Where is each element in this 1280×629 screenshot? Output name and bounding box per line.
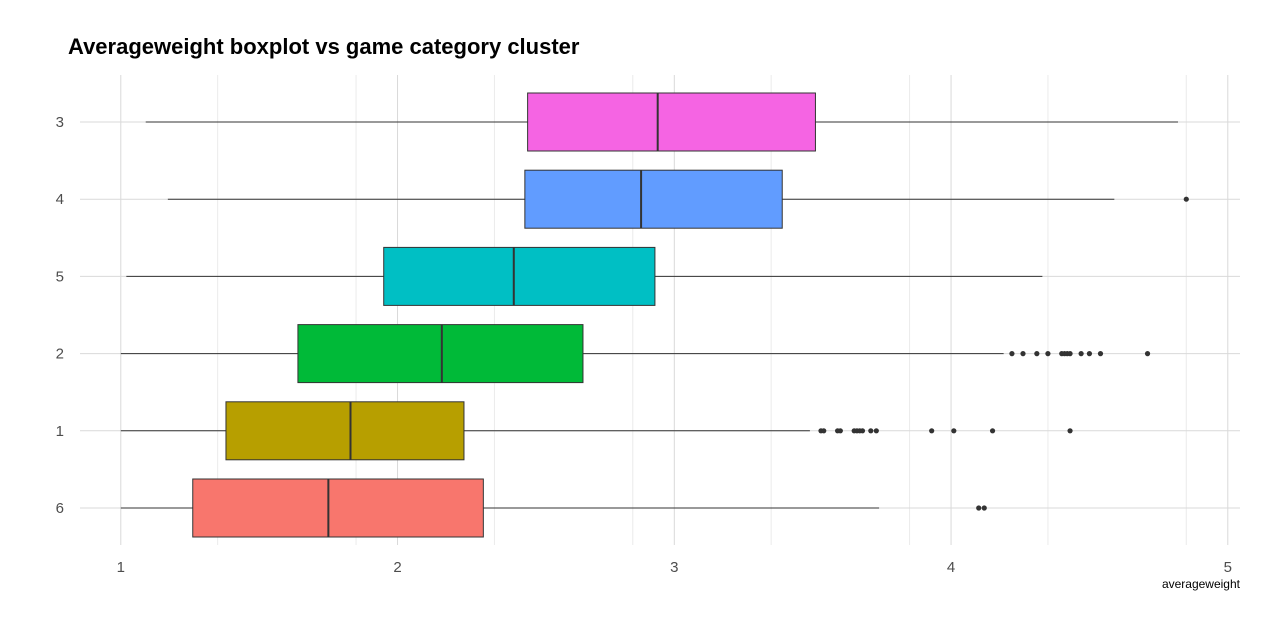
box-cluster-6	[120, 478, 987, 538]
y-tick-label: 1	[56, 423, 64, 440]
box-cluster-3	[145, 92, 1178, 152]
outlier-point	[1034, 351, 1040, 357]
iqr-box	[527, 92, 816, 152]
iqr-box	[297, 324, 584, 384]
y-tick-label: 6	[56, 500, 64, 517]
outlier-point	[1183, 196, 1189, 202]
box-cluster-2	[120, 324, 1151, 384]
outlier-point	[1067, 351, 1073, 357]
y-tick-label: 5	[56, 268, 64, 285]
box-cluster-1	[120, 401, 1073, 461]
iqr-box	[383, 246, 656, 306]
box-cluster-5	[126, 246, 1043, 306]
outlier-point	[873, 428, 879, 434]
outlier-point	[989, 428, 996, 434]
y-tick-label: 4	[56, 191, 64, 208]
iqr-box	[225, 401, 465, 461]
outlier-point	[1020, 351, 1026, 357]
outlier-point	[821, 428, 827, 434]
outlier-point	[1097, 351, 1104, 357]
y-tick-label: 3	[56, 114, 64, 131]
x-tick-label: 5	[1224, 559, 1232, 576]
axis-labels: 1 2 3 4 5 3 4 5 2 1 6	[56, 114, 1232, 576]
boxplot-marks	[120, 92, 1189, 538]
x-axis-title: averageweight	[1162, 577, 1241, 591]
outlier-point	[837, 428, 843, 434]
x-tick-label: 1	[117, 559, 125, 576]
x-tick-label: 2	[393, 559, 401, 576]
outlier-point	[1086, 351, 1093, 357]
chart-title: Averageweight boxplot vs game category c…	[68, 34, 580, 59]
outlier-point	[1045, 351, 1051, 357]
outlier-point	[929, 428, 935, 434]
iqr-box	[192, 478, 484, 538]
iqr-box	[524, 169, 783, 229]
outlier-point	[1078, 351, 1084, 357]
outlier-point	[951, 428, 957, 434]
outlier-point	[976, 505, 982, 511]
x-tick-label: 3	[670, 559, 678, 576]
y-tick-label: 2	[56, 346, 64, 363]
outlier-point	[859, 428, 866, 434]
outlier-point	[1009, 351, 1015, 357]
outlier-point	[1144, 351, 1151, 357]
outlier-point	[1067, 428, 1073, 434]
x-tick-label: 4	[947, 559, 955, 576]
outlier-point	[981, 505, 987, 511]
outlier-point	[868, 428, 874, 434]
box-cluster-4	[167, 169, 1189, 229]
